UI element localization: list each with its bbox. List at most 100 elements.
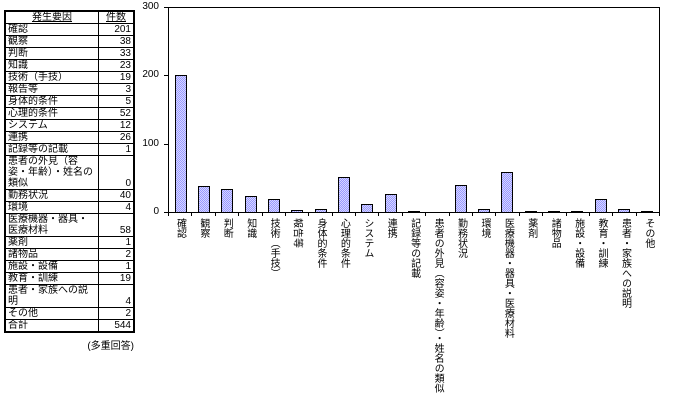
table-row: 諸物品 2 [4,248,135,261]
bar [594,199,607,212]
x-label-slot: 知識 [238,218,261,238]
table-row: その他 2 [4,307,135,320]
bar-slot [589,8,612,212]
bar-slot [192,8,215,212]
bar [454,184,467,212]
x-axis-label: 心理的条件 [338,218,350,268]
bar-slot [286,8,309,212]
x-tick [261,213,263,216]
x-axis-label: 教育・訓練 [596,218,608,268]
bar-slot [519,8,542,212]
x-tick [168,213,169,216]
bar-slot [169,8,192,212]
table-row: 判断 33 [4,47,135,60]
bar [524,211,537,212]
bar [477,209,490,212]
bar-slot [402,8,425,212]
bar-slot [216,8,239,212]
table-body: 確認 201 観察 38 判断 33 知識 23 技術（手技） 19 報告等 3 身体的条件 5 心理的条件… [4,23,135,333]
x-label-slot: 勤務状況 [449,218,472,258]
x-label-slot: 環境 [472,218,495,238]
x-tick [635,213,637,216]
table-row: 環境 4 [4,201,135,214]
bar-slot [612,8,635,212]
table-row: 薬剤 1 [4,236,135,249]
x-label-slot: 患者・家族への説明 [613,218,636,308]
x-tick [331,213,333,216]
table-row: 患者・家族への説明 4 [4,284,135,308]
table-row: 身体的条件 5 [4,95,135,108]
x-axis-label: 報告等 [291,218,303,248]
bar [384,194,397,212]
x-label-slot: 患者の外見（容姿・年齢）・姓名の類似 [426,218,449,393]
x-label-slot: 施設・設備 [566,218,589,268]
x-label-slot: 判断 [215,218,238,238]
x-label-slot: 記録等の記載 [402,218,425,278]
x-axis-label: 身体的条件 [314,218,326,268]
bar-slot [332,8,355,212]
count-cell: 26 [98,131,135,144]
bar-slot [356,8,379,212]
factor-cell: 教育・訓練 [4,272,99,285]
bar-slot [542,8,565,212]
x-label-slot: 諸物品 [543,218,566,248]
table-row: 施設・設備 1 [4,260,135,273]
x-axis-label: システム [361,218,373,258]
x-tick [284,213,286,216]
y-axis-label: 0 [153,206,159,217]
x-axis-label: 勤務状況 [455,218,467,258]
table-row: システム 12 [4,119,135,132]
plot-area [168,7,660,213]
factor-cell: 観察 [4,35,99,48]
x-label-slot: 確認 [168,218,191,238]
bar [221,189,234,212]
bar [337,176,350,212]
y-tick [164,143,168,145]
x-label-slot: 観察 [191,218,214,238]
y-axis-label: 200 [142,69,159,81]
factor-cell: 環境 [4,201,99,214]
x-label-slot: 薬剤 [519,218,542,238]
bar-slot [472,8,495,212]
table-row: 心理的条件 52 [4,107,135,120]
bar-slot [449,8,472,212]
bar [244,196,257,212]
factor-cell: 確認 [4,23,99,36]
y-tick [164,212,168,213]
bar [267,199,280,212]
x-label-slot: 技術（手技） [262,218,285,278]
x-tick [565,213,567,216]
x-axis-labels: 確認 観察 判断 知識 技術（手技） 報告等 身体的条件 心理的条件 システム 連携 記録等の記載患… [168,218,660,393]
x-tick [542,213,544,216]
factor-cell: 身体的条件 [4,95,99,108]
x-tick [612,213,614,216]
factor-cell: システム [4,119,99,132]
table-row: 知識 23 [4,59,135,72]
factor-cell: 判断 [4,47,99,60]
table-row: 教育・訓練 19 [4,272,135,285]
factor-cell: 患者の外見（容姿・年齢）・姓名の類似 [4,155,99,190]
y-axis-label: 100 [142,137,159,149]
x-axis-label: その他 [642,218,654,248]
bar-slot [262,8,285,212]
x-tick [659,213,660,216]
x-label-slot: 連携 [379,218,402,238]
x-axis-label: 確認 [174,218,186,238]
bar-slot [426,8,449,212]
y-tick [164,7,168,8]
x-tick [214,213,216,216]
bar [501,172,514,212]
bar [174,74,187,212]
x-tick [401,213,403,216]
x-axis-label: 患者・家族への説明 [619,218,631,308]
x-axis-label: 記録等の記載 [408,218,420,278]
x-tick [472,213,473,216]
factor-cell: 医療機器・器具・医療材料 [4,213,99,237]
bars-row [169,8,659,212]
factor-cell: 施設・設備 [4,260,99,273]
bar [617,209,630,212]
factor-cell: 報告等 [4,83,99,96]
count-cell: 2 [98,307,135,320]
table-row: 合計 544 [4,319,135,333]
